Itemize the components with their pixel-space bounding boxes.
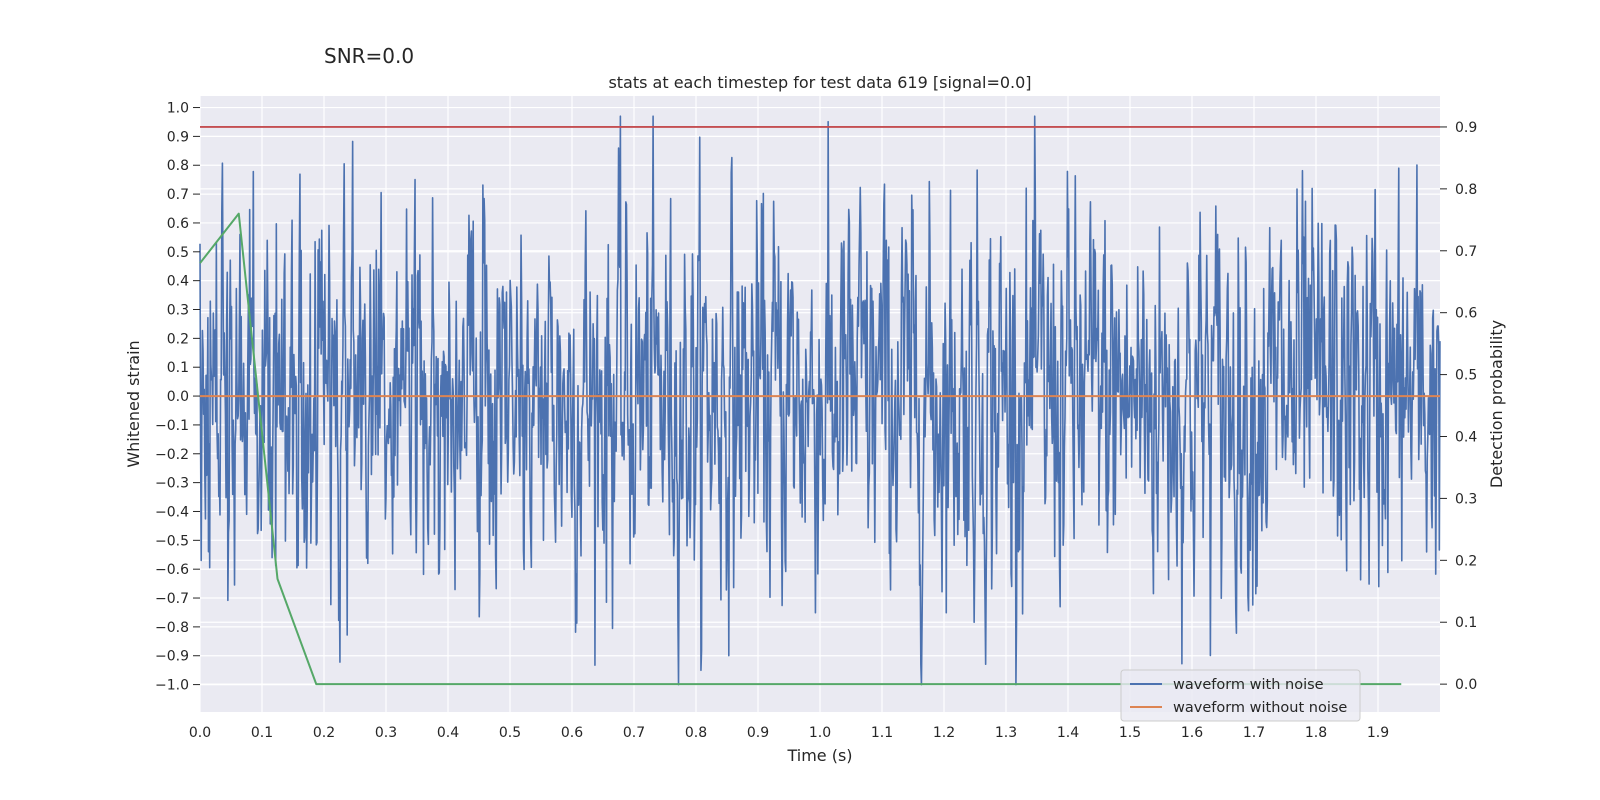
x-tick-label: 1.6 bbox=[1181, 725, 1203, 741]
y-left-tick-label: 0.0 bbox=[167, 389, 189, 405]
x-tick-label: 1.5 bbox=[1119, 725, 1141, 741]
y-left-tick-label: 0.8 bbox=[167, 158, 189, 174]
y-right-tick-label: 0.5 bbox=[1455, 368, 1477, 384]
legend-box bbox=[1120, 669, 1361, 722]
y-axis-label-right: Detection probability bbox=[1487, 320, 1506, 488]
x-tick-label: 1.2 bbox=[933, 725, 955, 741]
y-left-tick-label: −0.7 bbox=[155, 591, 189, 607]
x-tick-label: 0.4 bbox=[437, 725, 459, 741]
y-right-tick-label: 0.6 bbox=[1455, 306, 1477, 322]
y-left-tick-label: −0.1 bbox=[155, 418, 189, 434]
y-left-tick-label: 0.6 bbox=[167, 216, 189, 232]
y-left-tick-label: 0.2 bbox=[167, 331, 189, 347]
series bbox=[199, 115, 1441, 686]
series-detection-probability bbox=[199, 212, 1402, 686]
y-right-tick-label: 0.4 bbox=[1455, 430, 1477, 446]
x-tick-label: 1.0 bbox=[809, 725, 831, 741]
legend-label-clean: waveform without noise bbox=[1173, 700, 1347, 716]
y-left-tick-label: −0.6 bbox=[155, 562, 189, 578]
x-tick-label: 1.3 bbox=[995, 725, 1017, 741]
y-right-tick-label: 0.1 bbox=[1455, 615, 1477, 631]
x-axis-label: Time (s) bbox=[786, 746, 852, 765]
y-left-tick-label: 0.4 bbox=[167, 274, 189, 290]
x-tick-label: 1.4 bbox=[1057, 725, 1079, 741]
y-left-tick-label: −0.5 bbox=[155, 533, 189, 549]
y-left-tick-label: −1.0 bbox=[155, 678, 189, 694]
series-waveform-with-noise bbox=[199, 115, 1441, 686]
x-tick-label: 0.3 bbox=[375, 725, 397, 741]
x-tick-label: 0.2 bbox=[313, 725, 335, 741]
y-axis-label-left: Whitened strain bbox=[124, 340, 143, 467]
x-tick-label: 1.9 bbox=[1367, 725, 1389, 741]
y-left-tick-label: −0.2 bbox=[155, 447, 189, 463]
y-left-tick-label: 0.1 bbox=[167, 360, 189, 376]
x-tick-label: 0.0 bbox=[189, 725, 211, 741]
ticks: 0.0 0.1 0.2 0.3 0.4 0.5 0.6 0.7 0.8 0.9 1.0 1.1 1.2 1… bbox=[155, 101, 1477, 741]
y-left-tick-label: 0.3 bbox=[167, 303, 189, 319]
y-left-tick-label: 1.0 bbox=[167, 101, 189, 117]
x-tick-label: 1.8 bbox=[1305, 725, 1327, 741]
y-left-tick-label: 0.9 bbox=[167, 129, 189, 145]
x-tick-label: 0.7 bbox=[623, 725, 645, 741]
y-right-tick-label: 0.3 bbox=[1455, 491, 1477, 507]
legend-label-noise: waveform with noise bbox=[1173, 677, 1324, 693]
y-left-tick-label: 0.5 bbox=[167, 245, 189, 261]
x-tick-label: 0.5 bbox=[499, 725, 521, 741]
y-right-tick-label: 0.0 bbox=[1455, 677, 1477, 693]
chart-title: stats at each timestep for test data 619… bbox=[608, 73, 1031, 92]
legend: waveform with noise waveform without noi… bbox=[1120, 669, 1361, 722]
y-right-tick-label: 0.9 bbox=[1455, 120, 1477, 136]
y-right-tick-label: 0.7 bbox=[1455, 244, 1477, 260]
y-right-tick-label: 0.2 bbox=[1455, 553, 1477, 569]
x-tick-label: 0.6 bbox=[561, 725, 583, 741]
x-tick-label: 0.1 bbox=[251, 725, 273, 741]
x-tick-label: 0.8 bbox=[685, 725, 707, 741]
y-left-tick-label: −0.3 bbox=[155, 476, 189, 492]
y-right-tick-label: 0.8 bbox=[1455, 182, 1477, 198]
y-left-tick-label: −0.8 bbox=[155, 620, 189, 636]
y-left-tick-label: −0.9 bbox=[155, 649, 189, 665]
y-left-tick-label: −0.4 bbox=[155, 504, 189, 520]
x-tick-label: 0.9 bbox=[747, 725, 769, 741]
x-tick-label: 1.1 bbox=[871, 725, 893, 741]
x-tick-label: 1.7 bbox=[1243, 725, 1265, 741]
y-left-tick-label: 0.7 bbox=[167, 187, 189, 203]
suptitle: SNR=0.0 bbox=[324, 44, 414, 68]
